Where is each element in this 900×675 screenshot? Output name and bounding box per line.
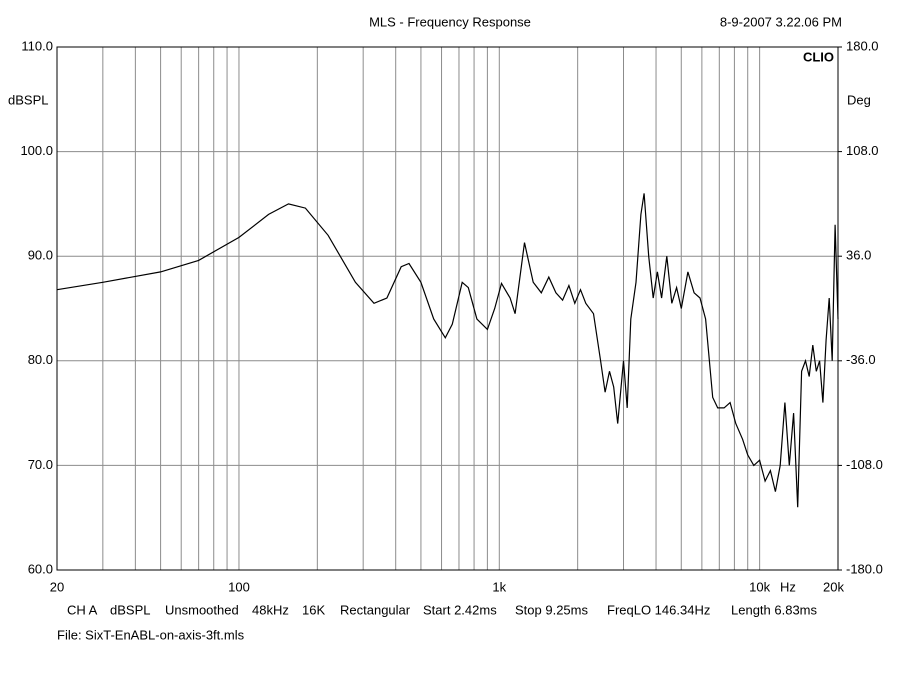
y2-tick-label: 36.0 [846, 248, 871, 263]
x-tick-label: 20k [823, 579, 844, 594]
footer-item: Start 2.42ms [423, 602, 497, 617]
footer-item: dBSPL [110, 602, 150, 617]
y2-tick-label: 108.0 [846, 143, 879, 158]
response-line [56, 193, 839, 508]
x-tick-label: 1k [492, 579, 506, 594]
y2-tick-label: -180.0 [846, 561, 883, 576]
footer-item: Unsmoothed [165, 602, 239, 617]
footer-item: 16K [302, 602, 325, 617]
x-tick-label: 10k [749, 579, 770, 594]
y2-axis-label: Deg [847, 92, 871, 107]
footer-item: 48kHz [252, 602, 289, 617]
footer-item: FreqLO 146.34Hz [607, 602, 710, 617]
y-tick-label: 100.0 [20, 143, 53, 158]
x-unit: Hz [780, 579, 796, 594]
y2-tick-label: -36.0 [846, 352, 876, 367]
y2-tick-label: 180.0 [846, 38, 879, 53]
file-name: File: SixT-EnABL-on-axis-3ft.mls [57, 627, 245, 642]
y-axis-label: dBSPL [8, 92, 48, 107]
footer-item: Stop 9.25ms [515, 602, 588, 617]
y-tick-label: 110.0 [21, 38, 53, 53]
x-tick-label: 20 [50, 579, 64, 594]
footer-item: CH A [67, 602, 98, 617]
y-tick-label: 60.0 [28, 561, 53, 576]
footer-item: Rectangular [340, 602, 411, 617]
chart-title: MLS - Frequency Response [369, 14, 531, 29]
brand: CLIO [803, 49, 834, 64]
y-tick-label: 80.0 [28, 352, 53, 367]
y-tick-label: 70.0 [28, 457, 53, 472]
x-tick-label: 100 [228, 579, 250, 594]
date: 8-9-2007 3.22.06 PM [720, 14, 842, 29]
y2-tick-label: -108.0 [846, 457, 883, 472]
y-tick-label: 90.0 [28, 248, 53, 263]
footer-item: Length 6.83ms [731, 602, 818, 617]
